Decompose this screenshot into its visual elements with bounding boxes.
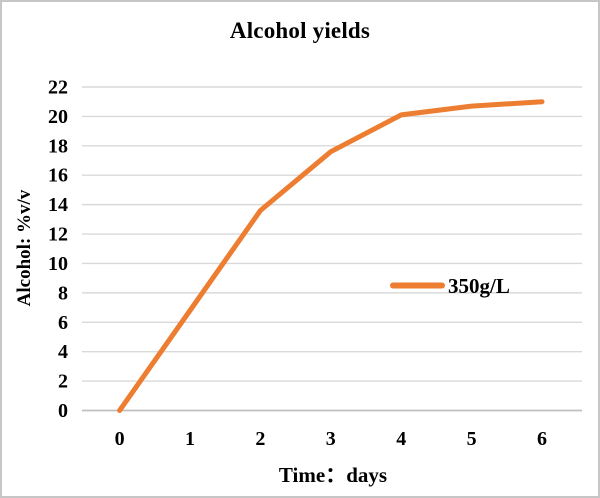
y-tick-label: 6 (58, 312, 68, 334)
y-tick-label: 20 (48, 106, 68, 128)
chart-title: Alcohol yields (229, 18, 371, 43)
y-tick-label: 18 (48, 135, 68, 157)
legend-label: 350g/L (448, 274, 510, 298)
series-line (117, 99, 545, 413)
x-tick-label: 0 (115, 428, 125, 450)
y-tick-label: 14 (48, 194, 68, 216)
y-tick-label: 8 (58, 282, 68, 304)
x-tick-label: 2 (255, 428, 265, 450)
x-tick-label: 5 (467, 428, 477, 450)
x-tick-label: 1 (185, 428, 195, 450)
y-tick-label: 10 (48, 253, 68, 275)
x-tick-label: 3 (326, 428, 336, 450)
x-tick-label: 4 (396, 428, 406, 450)
x-tick-label: 6 (537, 428, 547, 450)
y-tick-label: 16 (48, 165, 68, 187)
y-tick-label: 0 (58, 400, 68, 422)
x-axis-title: Time：days (278, 463, 388, 487)
y-tick-label: 2 (58, 371, 68, 393)
y-tick-label: 4 (58, 341, 68, 363)
y-tick-label: 22 (48, 77, 68, 99)
y-tick-label: 12 (48, 224, 68, 246)
